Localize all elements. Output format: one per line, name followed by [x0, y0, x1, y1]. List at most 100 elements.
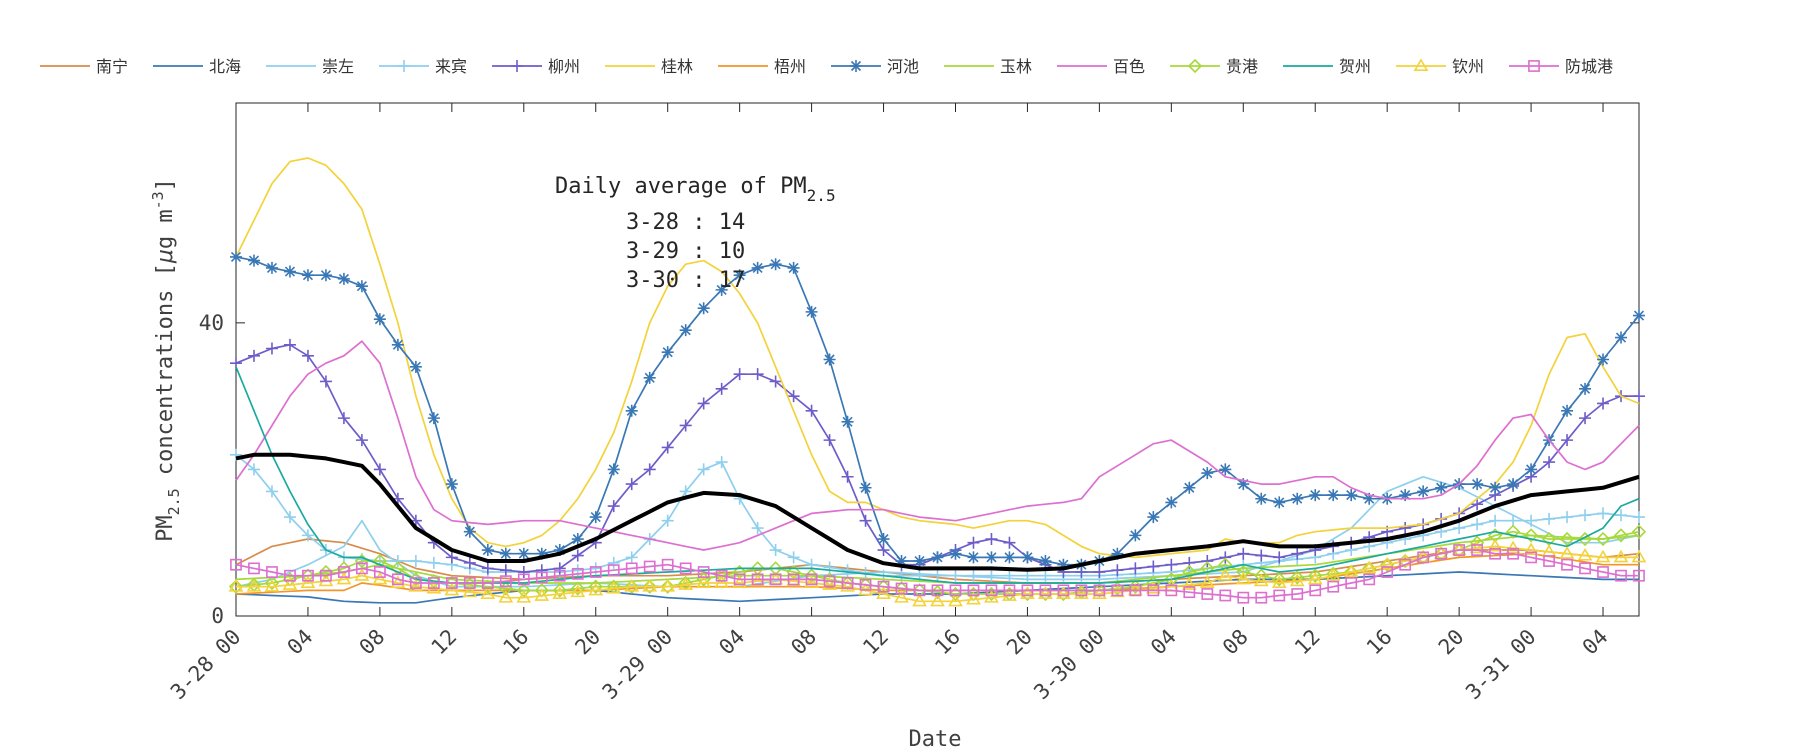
data-point [769, 375, 782, 388]
data-point [266, 566, 278, 578]
data-point [517, 566, 530, 579]
data-point [481, 562, 494, 575]
data-point [679, 562, 692, 575]
data-point [480, 579, 495, 594]
data-point [409, 360, 422, 373]
data-point [786, 564, 801, 580]
data-point [1289, 573, 1305, 587]
data-point [373, 463, 386, 476]
legend: 南宁 北海 崇左 来宾 柳州 桂林 梧州 河池 玉林 百色 贵港 贺州 钦州 防城港 [40, 57, 1613, 76]
data-point [661, 514, 674, 527]
y-label-main: PM [153, 515, 178, 542]
data-point [1631, 549, 1647, 563]
x-tick-label: 16 [930, 625, 965, 660]
data-point [607, 500, 620, 513]
data-point [823, 561, 836, 574]
data-point [1561, 511, 1574, 524]
data-point [877, 580, 890, 593]
data-point [1021, 551, 1034, 564]
data-point [985, 569, 998, 582]
data-point [1577, 547, 1593, 561]
data-point [714, 575, 730, 589]
data-point [1038, 586, 1053, 600]
data-point [1381, 566, 1394, 578]
x-tick-label: 20 [1002, 625, 1037, 660]
data-point [1057, 584, 1070, 597]
legend-label: 南宁 [96, 57, 128, 76]
data-point [1145, 580, 1161, 594]
data-point [1361, 560, 1377, 574]
data-point [985, 551, 998, 564]
data-point [481, 544, 494, 557]
data-point [1183, 586, 1196, 599]
series-e799bee889b2 [235, 340, 1640, 551]
data-point [1579, 562, 1591, 575]
data-point [859, 481, 872, 494]
data-point [1505, 540, 1521, 554]
data-point [1235, 571, 1251, 585]
data-point [570, 581, 585, 596]
y-tick-label: 40 [199, 311, 224, 335]
legend-label: 桂林 [661, 57, 693, 76]
data-point [894, 581, 909, 596]
data-point [426, 574, 441, 589]
data-point [1343, 564, 1359, 578]
data-point [1525, 514, 1538, 527]
data-point [1597, 397, 1610, 410]
data-point [516, 583, 531, 598]
legend-marker [398, 60, 410, 72]
data-point [948, 593, 963, 607]
data-point [444, 575, 459, 591]
data-point [714, 568, 729, 583]
x-tick-label: 3-31 00 [1461, 625, 1541, 705]
data-point [248, 562, 260, 575]
legend-marker [1413, 58, 1429, 71]
data-point [391, 555, 404, 568]
data-point [1165, 496, 1178, 509]
legend-item-e6a182e69e97: 桂林 [605, 57, 693, 76]
legend-item-e6a2a7e5b79e: 梧州 [718, 57, 806, 76]
data-point [930, 593, 945, 607]
y-label-unit: g m [153, 209, 178, 249]
data-point [1291, 588, 1304, 600]
data-point [463, 577, 476, 589]
data-point [1325, 568, 1341, 581]
axis-ticks [235, 103, 1639, 617]
data-point [1559, 531, 1575, 547]
data-point [1309, 584, 1322, 597]
series-e992a6e5b79e [228, 538, 1647, 607]
data-point [625, 404, 638, 417]
x-tick-label: 20 [1434, 625, 1469, 660]
data-point [1487, 538, 1503, 552]
data-point [499, 575, 512, 588]
data-point [571, 533, 584, 546]
data-point [1111, 564, 1124, 577]
x-tick-label: 04 [1578, 625, 1613, 660]
x-tick-label: 12 [1290, 625, 1325, 660]
data-point [1633, 309, 1645, 322]
data-point [1451, 542, 1467, 556]
data-point [1057, 558, 1070, 571]
data-point [823, 434, 836, 447]
series-line [235, 549, 1639, 599]
legend-item-e58c97e6b5b7: 北海 [153, 57, 241, 76]
data-point [696, 575, 712, 589]
series-line [235, 534, 1640, 584]
data-point [1237, 547, 1250, 560]
data-point [679, 324, 692, 337]
data-point [822, 577, 837, 590]
data-point [1201, 555, 1214, 568]
data-point [1363, 573, 1376, 586]
data-point [588, 582, 604, 596]
legend-item-e8b4bae5b79e: 贺州 [1283, 57, 1371, 76]
data-point [320, 569, 332, 582]
data-point [733, 269, 746, 282]
data-point [553, 544, 566, 557]
data-point [787, 261, 800, 274]
data-point [624, 579, 640, 592]
data-point [1417, 485, 1430, 498]
data-point [1111, 584, 1124, 597]
y-label-mu: μ [153, 249, 178, 264]
data-point [1255, 492, 1268, 505]
